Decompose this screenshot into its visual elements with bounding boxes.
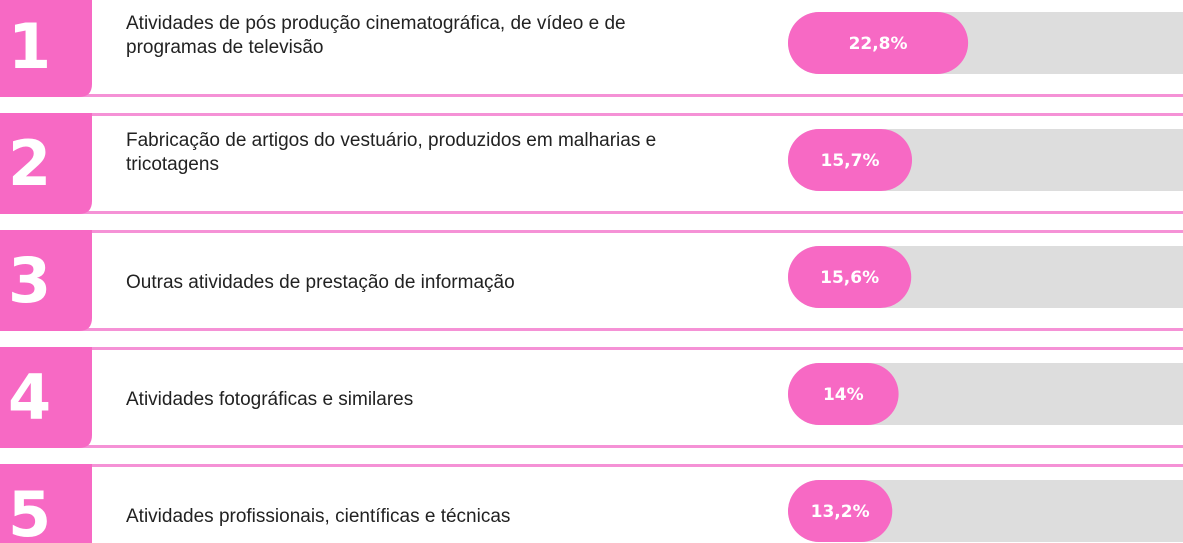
category-label: Outras atividades de prestação de inform… [126, 272, 515, 293]
bar [788, 12, 969, 74]
rank-block [0, 0, 92, 97]
bar [788, 480, 893, 542]
value-label: 22,8% [849, 34, 908, 54]
row-line [0, 464, 1183, 467]
label-line: tricotagens [126, 154, 219, 175]
value-label: 14% [823, 385, 864, 405]
row-line [0, 94, 1183, 97]
row-line [0, 328, 1183, 331]
row-line [0, 230, 1183, 233]
rank-number: 1 [8, 10, 51, 83]
label-line: Atividades de pós produção cinematográfi… [126, 13, 626, 34]
bar [788, 129, 913, 191]
rank-block [0, 113, 92, 214]
label-line: Fabricação de artigos do vestuário, prod… [126, 130, 656, 151]
row-line [0, 347, 1183, 350]
category-label: Atividades de pós produção cinematográfi… [126, 13, 626, 58]
rank-block [0, 230, 92, 331]
row-line [0, 445, 1183, 448]
rank-number: 4 [8, 361, 51, 434]
category-label: Atividades profissionais, científicas e … [126, 506, 510, 527]
bar [788, 363, 899, 425]
value-label: 13,2% [811, 502, 870, 522]
rank-number: 2 [8, 127, 51, 200]
row-line [0, 113, 1183, 116]
rank-block [0, 464, 92, 543]
value-label: 15,7% [821, 151, 880, 171]
rank-number: 5 [8, 478, 51, 543]
label-line: programas de televisão [126, 37, 324, 58]
value-label: 15,6% [820, 268, 879, 288]
row-line [0, 211, 1183, 214]
rank-number: 3 [8, 244, 51, 317]
bar [788, 246, 912, 308]
rank-block [0, 347, 92, 448]
category-label: Atividades fotográficas e similares [126, 389, 413, 410]
category-label: Fabricação de artigos do vestuário, prod… [126, 130, 656, 175]
